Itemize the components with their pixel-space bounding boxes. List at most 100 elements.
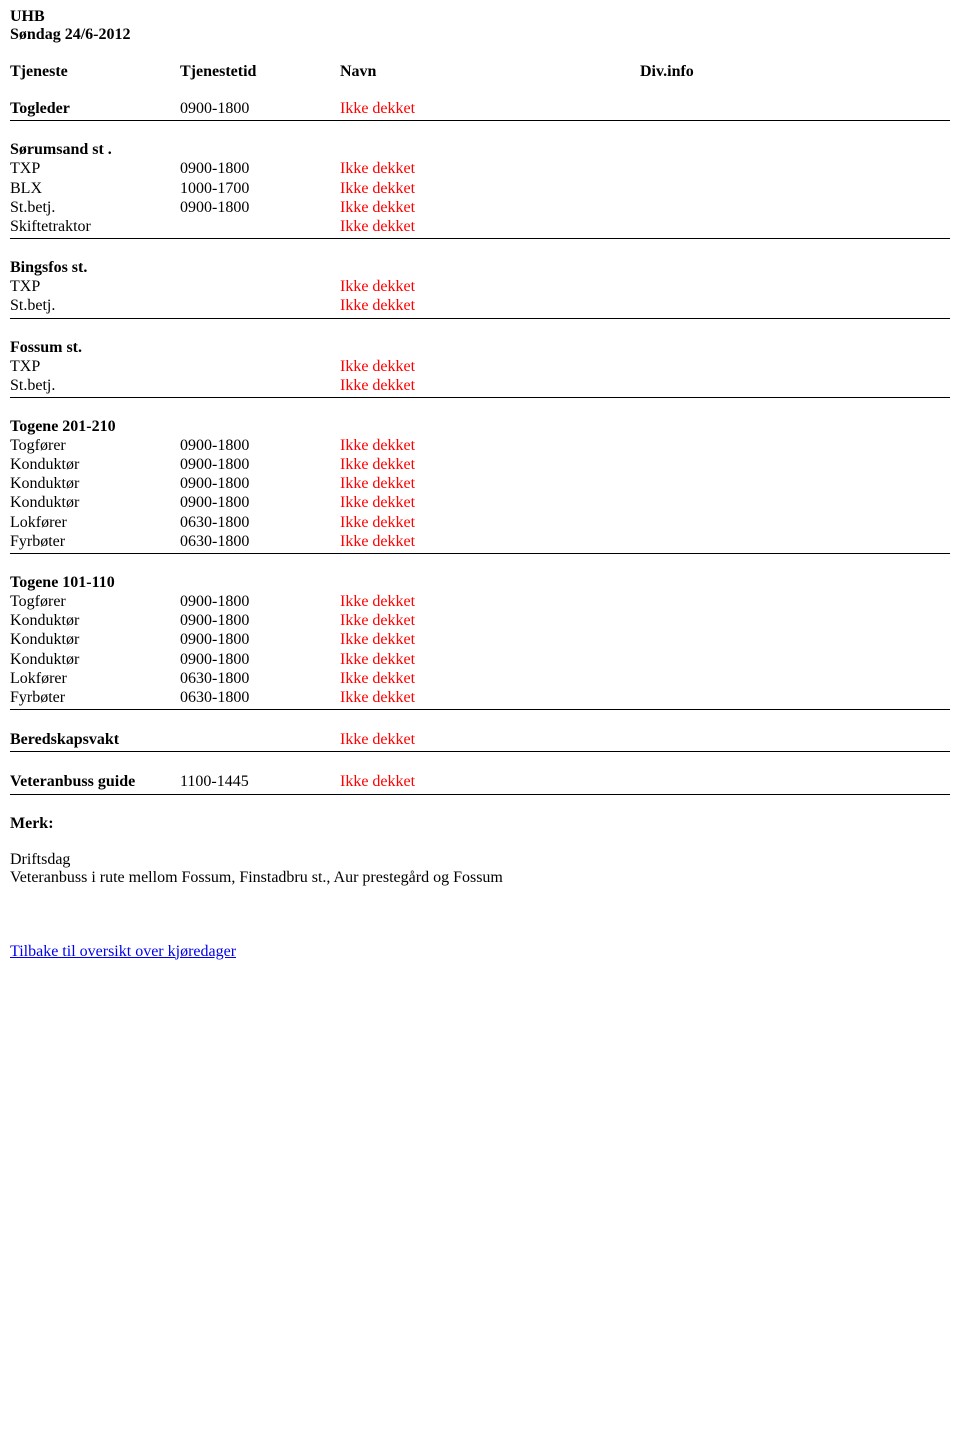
divider — [10, 397, 950, 398]
navn-cell: Ikke dekket — [340, 513, 640, 532]
tid-cell: 0630-1800 — [180, 532, 340, 551]
tjeneste-cell: BLX — [10, 179, 180, 198]
table-row: TXP Ikke dekket — [10, 357, 950, 376]
table-row: Konduktør 0900-1800 Ikke dekket — [10, 611, 950, 630]
tid-cell: 0630-1800 — [180, 688, 340, 707]
tjeneste-cell: Lokfører — [10, 669, 180, 688]
tid-cell: 0900-1800 — [180, 455, 340, 474]
veteranbuss-label: Veteranbuss guide — [10, 772, 180, 791]
tjeneste-cell: TXP — [10, 159, 180, 178]
navn-cell: Ikke dekket — [340, 296, 640, 315]
navn-cell: Ikke dekket — [340, 436, 640, 455]
veteranbuss-navn: Ikke dekket — [340, 772, 640, 791]
veteranbuss-tid: 1100-1445 — [180, 772, 340, 791]
header-navn: Navn — [340, 62, 640, 81]
table-row: St.betj. Ikke dekket — [10, 296, 950, 315]
tid-cell — [180, 376, 340, 395]
header-divinfo: Div.info — [640, 62, 950, 81]
navn-cell: Ikke dekket — [340, 630, 640, 649]
table-row: TXP 0900-1800 Ikke dekket — [10, 159, 950, 178]
navn-cell: Ikke dekket — [340, 669, 640, 688]
org-title: UHB — [10, 8, 950, 26]
tid-cell: 0900-1800 — [180, 493, 340, 512]
navn-cell: Ikke dekket — [340, 688, 640, 707]
fossum-title: Fossum st. — [10, 339, 950, 357]
sorumsand-title: Sørumsand st . — [10, 141, 950, 159]
bingsfos-title: Bingsfos st. — [10, 259, 950, 277]
divider — [10, 318, 950, 319]
table-row: Konduktør 0900-1800 Ikke dekket — [10, 455, 950, 474]
navn-cell: Ikke dekket — [340, 611, 640, 630]
table-row: Konduktør 0900-1800 Ikke dekket — [10, 650, 950, 669]
beredskap-navn: Ikke dekket — [340, 730, 640, 749]
tjeneste-cell: St.betj. — [10, 376, 180, 395]
tjeneste-cell: TXP — [10, 277, 180, 296]
table-row: Fyrbøter 0630-1800 Ikke dekket — [10, 688, 950, 707]
tjeneste-cell: Lokfører — [10, 513, 180, 532]
navn-cell: Ikke dekket — [340, 650, 640, 669]
tjeneste-cell: Togfører — [10, 436, 180, 455]
togene101-title: Togene 101-110 — [10, 574, 950, 592]
navn-cell: Ikke dekket — [340, 376, 640, 395]
tjeneste-cell: Konduktør — [10, 493, 180, 512]
tid-cell: 0900-1800 — [180, 159, 340, 178]
navn-cell: Ikke dekket — [340, 455, 640, 474]
merk-title: Merk: — [10, 815, 950, 833]
tid-cell: 0900-1800 — [180, 650, 340, 669]
divider — [10, 751, 950, 752]
table-row: Lokfører 0630-1800 Ikke dekket — [10, 669, 950, 688]
tid-cell — [180, 357, 340, 376]
table-row: Konduktør 0900-1800 Ikke dekket — [10, 474, 950, 493]
table-row: St.betj. 0900-1800 Ikke dekket — [10, 198, 950, 217]
tjeneste-cell: Konduktør — [10, 611, 180, 630]
tjeneste-cell: Skiftetraktor — [10, 217, 180, 236]
divider — [10, 120, 950, 121]
tid-cell: 0900-1800 — [180, 474, 340, 493]
column-header-row: Tjeneste Tjenestetid Navn Div.info — [10, 62, 950, 81]
table-row: Skiftetraktor Ikke dekket — [10, 217, 950, 236]
navn-cell: Ikke dekket — [340, 357, 640, 376]
tid-cell: 0630-1800 — [180, 513, 340, 532]
tid-cell: 1000-1700 — [180, 179, 340, 198]
tjeneste-cell: St.betj. — [10, 198, 180, 217]
tjeneste-cell: Fyrbøter — [10, 688, 180, 707]
header-tjeneste: Tjeneste — [10, 62, 180, 81]
table-row: BLX 1000-1700 Ikke dekket — [10, 179, 950, 198]
tjeneste-cell: TXP — [10, 357, 180, 376]
tjeneste-cell: Konduktør — [10, 650, 180, 669]
tjeneste-cell: Togfører — [10, 592, 180, 611]
tid-cell — [180, 217, 340, 236]
table-row: TXP Ikke dekket — [10, 277, 950, 296]
divider — [10, 238, 950, 239]
tjeneste-cell: Konduktør — [10, 474, 180, 493]
table-row: Konduktør 0900-1800 Ikke dekket — [10, 630, 950, 649]
tid-cell — [180, 277, 340, 296]
togene201-title: Togene 201-210 — [10, 418, 950, 436]
navn-cell: Ikke dekket — [340, 217, 640, 236]
togleder-navn: Ikke dekket — [340, 99, 640, 118]
tid-cell: 0900-1800 — [180, 198, 340, 217]
veteranbuss-row: Veteranbuss guide 1100-1445 Ikke dekket — [10, 772, 950, 791]
navn-cell: Ikke dekket — [340, 198, 640, 217]
divider — [10, 709, 950, 710]
table-row: Togfører 0900-1800 Ikke dekket — [10, 592, 950, 611]
tjeneste-cell: Konduktør — [10, 455, 180, 474]
navn-cell: Ikke dekket — [340, 277, 640, 296]
tjeneste-cell: Konduktør — [10, 630, 180, 649]
navn-cell: Ikke dekket — [340, 179, 640, 198]
navn-cell: Ikke dekket — [340, 592, 640, 611]
togleder-label: Togleder — [10, 99, 180, 118]
table-row: Konduktør 0900-1800 Ikke dekket — [10, 493, 950, 512]
back-link[interactable]: Tilbake til oversikt over kjøredager — [10, 943, 236, 960]
togleder-row: Togleder 0900-1800 Ikke dekket — [10, 99, 950, 118]
tid-cell: 0900-1800 — [180, 592, 340, 611]
divider — [10, 553, 950, 554]
date-line: Søndag 24/6-2012 — [10, 26, 950, 44]
header-tjenestetid: Tjenestetid — [180, 62, 340, 81]
table-row: Fyrbøter 0630-1800 Ikke dekket — [10, 532, 950, 551]
table-row: Lokfører 0630-1800 Ikke dekket — [10, 513, 950, 532]
merk-line: Driftsdag — [10, 851, 950, 869]
navn-cell: Ikke dekket — [340, 493, 640, 512]
tid-cell: 0900-1800 — [180, 436, 340, 455]
tid-cell: 0900-1800 — [180, 611, 340, 630]
